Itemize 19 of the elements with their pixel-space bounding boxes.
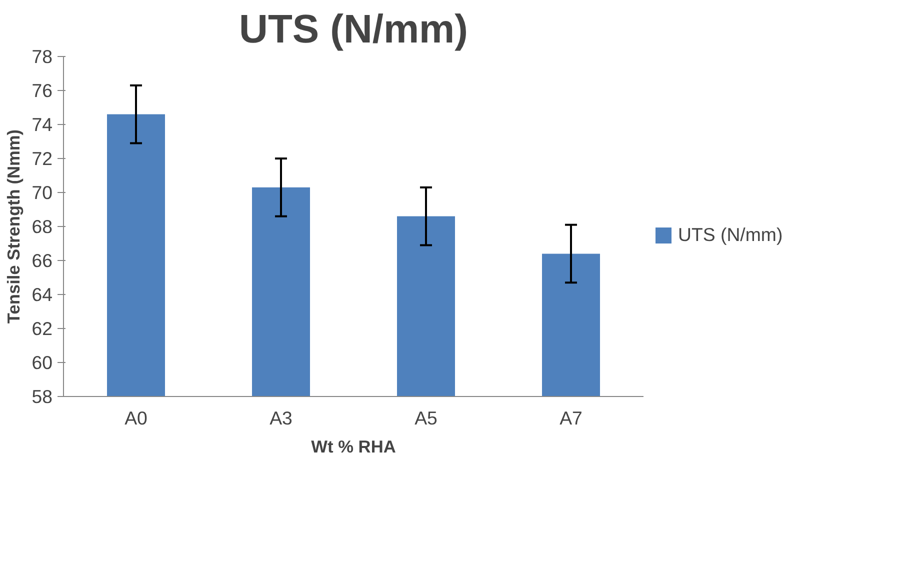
x-tick-label: A3 bbox=[270, 408, 292, 428]
y-tick-label: 62 bbox=[32, 318, 53, 339]
y-tick-label: 72 bbox=[32, 148, 53, 169]
y-tick-label: 78 bbox=[32, 46, 53, 67]
y-tick-label: 68 bbox=[32, 216, 53, 237]
chart-title: UTS (N/mm) bbox=[239, 8, 468, 52]
legend-label: UTS (N/mm) bbox=[678, 224, 783, 246]
y-tick-label: 64 bbox=[32, 284, 53, 305]
y-tick-label: 76 bbox=[32, 80, 53, 101]
y-axis-title: Tensile Strength (Nmm) bbox=[4, 129, 24, 324]
y-tick-label: 58 bbox=[32, 386, 53, 407]
y-tick-label: 66 bbox=[32, 250, 53, 271]
x-axis-title: Wt % RHA bbox=[311, 436, 396, 456]
y-tick-label: 70 bbox=[32, 182, 53, 203]
x-tick-label: A5 bbox=[414, 408, 438, 428]
x-tick-label: A7 bbox=[560, 408, 582, 428]
x-tick-label: A0 bbox=[124, 408, 148, 428]
y-tick-label: 60 bbox=[32, 352, 53, 373]
y-tick-label: 74 bbox=[32, 114, 53, 135]
